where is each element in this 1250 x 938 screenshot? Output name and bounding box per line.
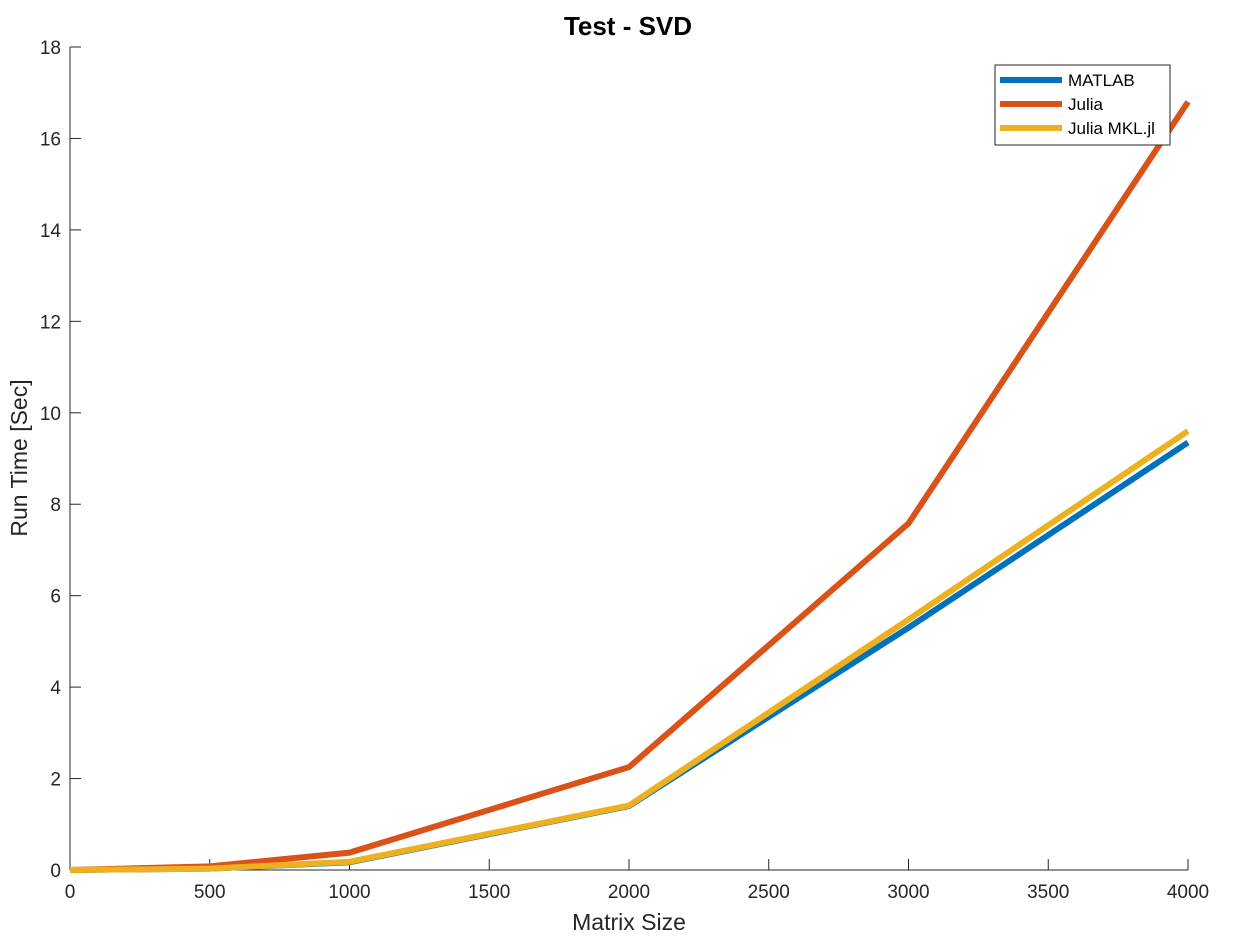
y-axis-title: Run Time [Sec] — [6, 379, 32, 536]
y-tick-label: 10 — [40, 404, 61, 425]
x-tick-label: 2500 — [748, 882, 790, 903]
x-tick-label: 2000 — [608, 882, 650, 903]
x-tick-label: 0 — [65, 882, 76, 903]
chart-title: Test - SVD — [564, 11, 692, 41]
legend: MATLAB Julia Julia MKL.jl — [994, 64, 1171, 146]
y-tick-label: 4 — [50, 678, 61, 699]
series-layer — [69, 100, 1191, 873]
x-tick-label: 500 — [194, 882, 226, 903]
y-tick-label: 12 — [40, 312, 61, 333]
y-tick-label: 16 — [40, 129, 61, 150]
x-tick-label: 4000 — [1167, 882, 1209, 903]
y-tick-label: 8 — [50, 495, 61, 516]
y-ticks: 0 2 4 6 8 10 12 14 16 18 — [40, 38, 81, 882]
series-line-julia-mkl-jl — [69, 428, 1190, 873]
y-tick-label: 2 — [50, 770, 61, 791]
plot-area — [69, 47, 1188, 871]
legend-label-julia: Julia — [1068, 95, 1104, 114]
x-axis-title: Matrix Size — [572, 909, 686, 935]
x-tick-label: 1500 — [468, 882, 510, 903]
legend-label-matlab: MATLAB — [1068, 71, 1135, 90]
legend-label-julia-mkl-jl: Julia MKL.jl — [1068, 119, 1155, 138]
y-tick-label: 6 — [50, 587, 61, 608]
x-tick-label: 3000 — [887, 882, 929, 903]
x-ticks: 0 500 1000 1500 2000 2500 3000 3500 4000 — [65, 859, 1209, 903]
y-tick-label: 18 — [40, 38, 61, 59]
x-tick-label: 1000 — [328, 882, 370, 903]
y-tick-label: 14 — [40, 221, 62, 242]
y-tick-label: 0 — [50, 861, 61, 882]
series-line-julia — [69, 100, 1191, 873]
x-tick-label: 3500 — [1027, 882, 1069, 903]
